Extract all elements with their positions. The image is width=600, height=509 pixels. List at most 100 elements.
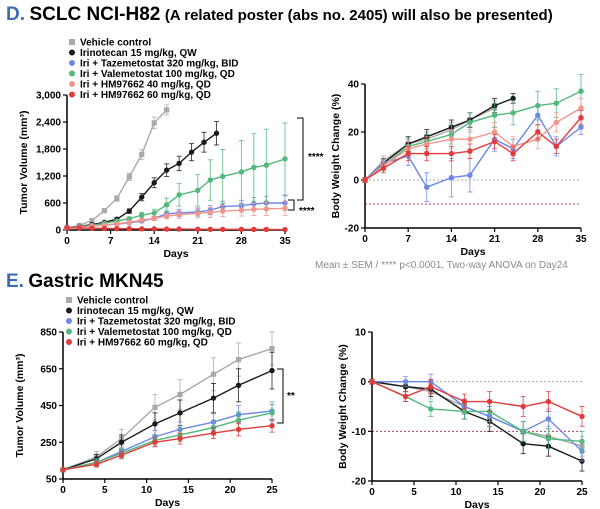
section-d-subtitle: (A related poster (abs no. 2405) will al… <box>164 7 553 24</box>
legend-marker <box>66 328 72 335</box>
y-tick-label: 1,800 <box>36 145 61 156</box>
data-point <box>282 226 288 233</box>
series-line <box>62 347 273 471</box>
data-point <box>545 436 552 442</box>
data-point <box>220 208 226 214</box>
series-vehicle-control <box>369 378 585 457</box>
data-point <box>282 156 288 162</box>
data-point <box>380 165 387 171</box>
data-point <box>578 105 584 111</box>
data-point <box>369 378 375 385</box>
data-point <box>163 167 170 173</box>
y-tick-label: 50 <box>46 475 58 486</box>
data-point <box>491 112 498 118</box>
data-point <box>424 150 430 157</box>
data-point <box>579 413 585 420</box>
data-point <box>163 213 170 219</box>
legend-marker <box>66 297 72 303</box>
data-point <box>402 378 409 385</box>
x-tick-label: 0 <box>362 234 368 245</box>
data-point <box>164 107 170 113</box>
data-point <box>428 383 434 390</box>
data-point <box>152 439 158 445</box>
data-point <box>126 208 132 214</box>
data-point <box>177 435 183 442</box>
legend-marker <box>69 70 75 77</box>
data-point <box>195 226 201 232</box>
data-point <box>535 102 541 109</box>
data-point <box>176 160 182 167</box>
series-iri-hm97662-60-mg-kg-qd <box>369 378 585 427</box>
y-tick-label: 0 <box>55 226 61 237</box>
data-point <box>64 225 70 231</box>
chart-e-body-weight: -20 -10 0 10 0 5 10 15 20 25 Days Body Weight Chang… <box>337 328 588 509</box>
legend-marker <box>69 49 75 56</box>
data-point <box>176 212 182 218</box>
data-point <box>553 143 560 150</box>
y-tick-label: 1,200 <box>36 172 61 183</box>
data-point <box>578 114 584 121</box>
series-line <box>66 109 168 229</box>
series-irinotecan-15-mg-kg-qw <box>60 351 275 473</box>
y-tick-label: 0 <box>360 377 366 388</box>
data-point <box>461 398 468 405</box>
data-point <box>424 141 430 147</box>
data-point <box>118 452 125 458</box>
x-tick-label: 15 <box>183 485 195 496</box>
significance-bracket <box>288 199 295 211</box>
data-point <box>238 226 245 233</box>
data-point <box>126 219 132 226</box>
data-point <box>195 210 201 217</box>
legend-label: Iri + HM97662 60 mg/kg, QD <box>77 338 208 349</box>
data-point <box>188 149 195 155</box>
data-point <box>151 226 157 232</box>
data-point <box>139 217 145 223</box>
series-line <box>371 381 583 418</box>
x-tick-label: 10 <box>141 485 153 496</box>
x-axis-label: Days <box>460 246 485 258</box>
data-point <box>89 225 95 231</box>
data-point <box>578 124 584 130</box>
x-tick-label: 0 <box>64 236 70 247</box>
data-point <box>210 430 217 436</box>
y-tick-label: 2,400 <box>36 118 61 129</box>
data-point <box>101 225 108 232</box>
data-point <box>201 139 207 145</box>
legend-label: Iri + Tazemetostat 320 mg/kg, BID <box>80 59 238 70</box>
data-point <box>114 195 120 202</box>
x-tick-label: 14 <box>149 236 161 247</box>
data-point <box>448 174 455 181</box>
data-point <box>151 180 157 186</box>
y-tick-label: 650 <box>40 364 57 375</box>
chart-d-tumor-volume: 0 600 1,200 1,800 2,400 3,000 0 7 14 21 28 35 Days Tu… <box>18 38 324 261</box>
data-point <box>139 151 145 157</box>
y-tick-label: -10 <box>352 427 367 438</box>
x-tick-label: 14 <box>446 234 458 245</box>
data-point <box>424 184 430 190</box>
data-point <box>535 129 541 135</box>
data-point <box>491 129 498 135</box>
series-iri-valemetostat-100-mg-kg-qd <box>369 378 585 452</box>
data-point <box>126 174 132 180</box>
data-point <box>89 217 95 224</box>
data-point <box>263 162 270 168</box>
legend-label: Irinotecan 15 mg/kg, QW <box>77 306 194 317</box>
data-point <box>491 138 498 145</box>
legend-label: Iri + Tazemetostat 320 mg/kg, BID <box>77 317 235 328</box>
data-point <box>139 212 145 218</box>
data-point <box>520 403 526 410</box>
data-point <box>235 417 242 423</box>
section-d-heading: D. SCLC NCI-H82 (A related poster (abs n… <box>6 4 553 26</box>
data-point <box>152 404 158 410</box>
legend-label: Iri + HM97662 60 mg/kg, QD <box>80 90 211 101</box>
section-d-letter: D. <box>6 4 25 25</box>
data-point <box>76 225 83 231</box>
x-tick-label: 7 <box>108 236 114 247</box>
data-point <box>251 164 257 171</box>
data-point <box>553 119 560 126</box>
data-point <box>207 209 213 216</box>
series-line <box>364 90 582 181</box>
series-line <box>62 412 273 471</box>
